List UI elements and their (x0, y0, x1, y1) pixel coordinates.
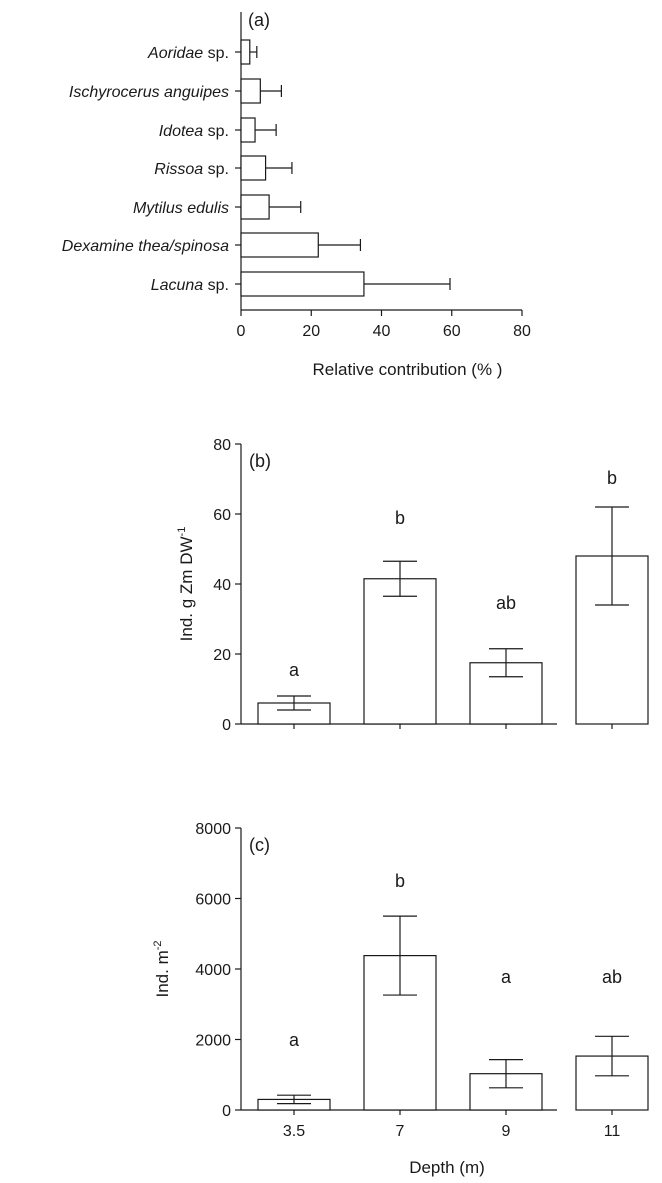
category-label-a: Ischyrocerus anguipes (69, 84, 229, 101)
y-tick-label: 4000 (195, 962, 231, 979)
x-axis-label: Depth (m) (409, 1158, 485, 1177)
y-tick-label: 8000 (195, 821, 231, 838)
y-axis-label: Ind. g Zm DW-1 (176, 527, 196, 642)
panel-a: (a) 0 20 40 60 80 Relative contribution (% ) Ao… (62, 10, 531, 379)
category-label-a: Mytilus edulis (133, 200, 229, 217)
bar-a (240, 39, 251, 65)
significance-letter: a (289, 1030, 300, 1050)
bar-a (240, 155, 267, 181)
x-tick-label-a: 60 (443, 323, 461, 340)
panel-c: 0 2000 4000 6000 8000 (c) Ind. m-2 3.5 a 7 b 9 a 11 ab… (152, 821, 649, 1177)
bar-a (240, 117, 256, 143)
category-label-a: Rissoa sp. (154, 161, 229, 178)
significance-letter: ab (602, 967, 622, 987)
y-tick-label: 6000 (195, 892, 231, 909)
panel-label: (b) (249, 451, 271, 471)
x-tick-label: 11 (604, 1123, 621, 1140)
category-label-a: Dexamine thea/spinosa (62, 238, 229, 255)
y-tick-label: 0 (222, 717, 231, 734)
x-tick-label: 7 (396, 1123, 405, 1140)
panel-label-a: (a) (248, 10, 270, 30)
significance-letter: b (395, 508, 405, 528)
significance-letter: ab (496, 593, 516, 613)
y-tick-label: 60 (213, 507, 231, 524)
y-tick-label: 40 (213, 577, 231, 594)
x-tick-label-a: 40 (373, 323, 391, 340)
bar-a (240, 232, 319, 258)
panel-label: (c) (249, 835, 270, 855)
significance-letter: b (607, 468, 617, 488)
category-label-a: Idotea sp. (159, 123, 229, 140)
category-label-a: Aoridae sp. (147, 45, 229, 62)
significance-letter: a (289, 660, 300, 680)
x-axis-label-a: Relative contribution (% ) (313, 360, 503, 379)
bar (363, 578, 437, 725)
significance-letter: a (501, 967, 512, 987)
x-tick-label-a: 80 (513, 323, 531, 340)
y-tick-label: 20 (213, 647, 231, 664)
bar-a (240, 271, 365, 297)
x-tick-label: 3.5 (283, 1123, 305, 1140)
y-axis-label: Ind. m-2 (152, 940, 172, 997)
bar-a (240, 78, 261, 104)
y-tick-label: 80 (213, 437, 231, 454)
significance-letter: b (395, 871, 405, 891)
bar-a (240, 194, 270, 220)
y-tick-label: 0 (222, 1103, 231, 1120)
x-tick-label-a: 20 (302, 323, 320, 340)
x-tick-label: 9 (502, 1123, 511, 1140)
category-label-a: Lacuna sp. (151, 277, 229, 294)
y-tick-label: 2000 (195, 1033, 231, 1050)
x-tick-label-a: 0 (237, 323, 246, 340)
